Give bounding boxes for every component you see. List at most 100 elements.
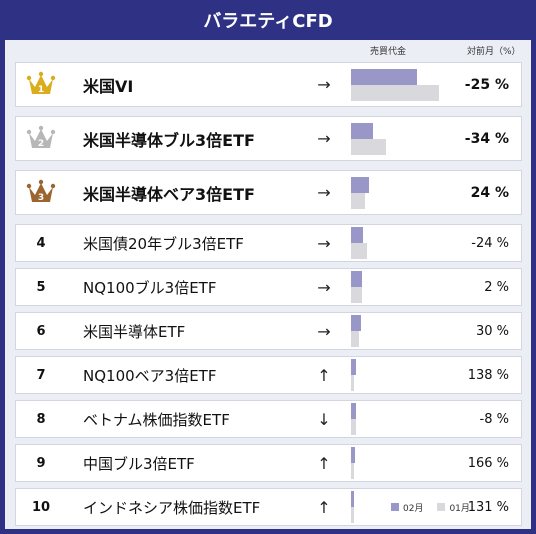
mom-column-header: 対前月（%） [467,47,521,57]
ranking-row-2[interactable]: 2 米国半導体ブル3倍ETF → -34 % [15,116,522,161]
rank-cell: 3 [16,171,66,214]
rank-number: 9 [36,455,46,471]
rank-cell: 8 [16,401,66,437]
trend-arrow-icon: → [317,183,331,202]
current-month-bar [351,68,417,85]
month-over-month-change: 30 % [475,323,509,339]
current-month-bar [351,271,362,287]
sales-bars [351,117,461,160]
previous-month-bar [351,287,362,303]
ranking-row-9[interactable]: 9 中国ブル3倍ETF ↑ 166 % [15,444,522,482]
instrument-name: 米国半導体ブル3倍ETF [83,130,255,150]
month-over-month-change: 138 % [467,367,509,383]
rank-cell: 1 [16,63,66,106]
ranking-row-4[interactable]: 4 米国債20年ブル3倍ETF → -24 % [15,224,522,262]
previous-month-bar [351,243,367,259]
current-month-bar [351,315,361,331]
current-month-bar [351,447,355,463]
rank-number: 1 [38,85,44,95]
month-over-month-change: 166 % [467,455,509,471]
rank-number: 8 [36,411,46,427]
rank-cell: 6 [16,313,66,349]
rank-number: 2 [38,139,44,149]
silver-crown-icon: 2 [26,125,56,149]
trend-arrow-icon: → [317,75,331,94]
previous-month-bar [351,463,354,479]
instrument-name: ベトナム株価指数ETF [83,410,230,429]
previous-month-bar [351,375,354,391]
trend-arrow-icon: → [317,277,331,297]
month-over-month-change: 24 % [470,184,509,201]
trend-arrow-icon: ↑ [317,453,331,473]
sales-bars [351,269,461,305]
current-month-bar [351,359,356,375]
instrument-name: 米国VI [83,76,134,96]
current-month-bar [351,176,369,193]
legend-previous-swatch [437,503,446,511]
sales-bars [351,63,461,106]
instrument-name: NQ100ベア3倍ETF [83,366,217,385]
trend-arrow-icon: ↓ [317,409,331,429]
previous-month-bar [351,331,359,347]
rank-cell: 10 [16,489,66,525]
ranking-row-7[interactable]: 7 NQ100ベア3倍ETF ↑ 138 % [15,356,522,394]
legend-current-swatch [391,503,399,511]
instrument-name: インドネシア株価指数ETF [83,498,261,517]
month-over-month-change: -24 % [471,235,509,251]
sales-bars [351,357,461,393]
current-month-bar [351,403,356,419]
current-month-bar [351,122,373,139]
sales-bars [351,171,461,214]
rank-number: 4 [36,235,46,251]
month-over-month-change: 131 % [467,499,509,515]
previous-month-bar [351,419,356,435]
month-over-month-change: 2 % [484,279,509,295]
previous-month-bar [351,138,386,155]
ranking-row-5[interactable]: 5 NQ100ブル3倍ETF → 2 % [15,268,522,306]
bar-legend: 02月 01月 [391,489,470,525]
trend-arrow-icon: → [317,129,331,148]
sales-bars [351,445,461,481]
rank-number: 3 [38,193,44,203]
rank-cell: 5 [16,269,66,305]
bronze-crown-icon: 3 [26,179,56,203]
sales-column-header: 売買代金 [370,47,407,57]
sales-bars [351,489,461,525]
instrument-name: 米国半導体ベア3倍ETF [83,184,255,204]
sales-bars [351,313,461,349]
sales-bars [351,225,461,261]
rank-number: 7 [36,367,46,383]
rank-cell: 7 [16,357,66,393]
rank-number: 5 [36,279,46,295]
rank-number: 10 [31,499,51,515]
rank-cell: 2 [16,117,66,160]
current-month-bar [351,491,354,507]
trend-arrow-icon: → [317,233,331,253]
instrument-name: 米国半導体ETF [83,322,186,341]
month-over-month-change: -8 % [479,411,509,427]
ranking-row-3[interactable]: 3 米国半導体ベア3倍ETF → 24 % [15,170,522,215]
ranking-row-1[interactable]: 1 米国VI → -25 % [15,62,522,107]
trend-arrow-icon: ↑ [317,497,331,517]
current-month-bar [351,227,363,243]
rank-cell: 4 [16,225,66,261]
previous-month-bar [351,84,439,101]
month-over-month-change: -25 % [464,76,509,93]
instrument-name: 米国債20年ブル3倍ETF [83,234,244,253]
ranking-row-10[interactable]: 10 インドネシア株価指数ETF ↑ 131 % 02月 01月 [15,488,522,526]
previous-month-bar [351,192,365,209]
ranking-row-6[interactable]: 6 米国半導体ETF → 30 % [15,312,522,350]
legend-current-label: 02月 [403,503,424,514]
previous-month-bar [351,507,354,523]
instrument-name: NQ100ブル3倍ETF [83,278,217,297]
trend-arrow-icon: ↑ [317,365,331,385]
month-over-month-change: -34 % [464,130,509,147]
gold-crown-icon: 1 [26,71,56,95]
panel-title: バラエティCFD [203,11,333,32]
sales-bars [351,401,461,437]
ranking-row-8[interactable]: 8 ベトナム株価指数ETF ↓ -8 % [15,400,522,438]
rank-number: 6 [36,323,46,339]
legend-previous-label: 01月 [449,503,470,514]
instrument-name: 中国ブル3倍ETF [83,454,195,473]
